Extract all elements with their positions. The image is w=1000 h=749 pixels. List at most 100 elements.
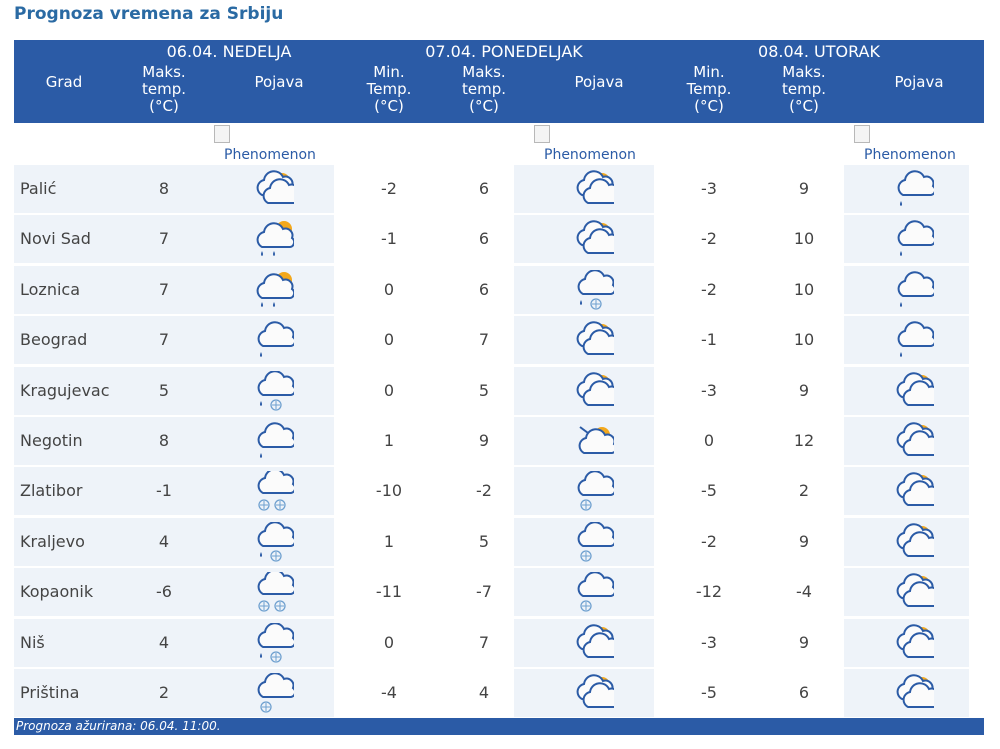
cloudy-light-snow-icon (254, 672, 297, 715)
temperature-value: 9 (798, 380, 810, 400)
temperature-value: 1 (383, 531, 395, 551)
temperature-value: -10 (375, 481, 403, 501)
partly-cloudy-rain-icon (254, 219, 296, 261)
cloudy-rain-icon (894, 270, 937, 312)
cloudy-rain-icon (894, 219, 937, 261)
partly-cloudy-icon (254, 169, 302, 211)
city-column-header: Grad (45, 73, 83, 91)
city-name: Novi Sad (20, 229, 91, 249)
partly-cloudy-icon (894, 522, 942, 564)
temperature-value: -1 (701, 330, 717, 350)
cloudy-rain-icon (254, 421, 297, 463)
table-row: Kraljevo 4 1 5 -2 9 (14, 517, 984, 568)
temperature-value: 5 (478, 380, 490, 400)
temperature-value: 6 (478, 229, 490, 249)
temperature-value: 5 (478, 531, 490, 551)
day1-header: 06.04. NEDELJA (166, 42, 292, 61)
city-name: Loznica (20, 279, 81, 299)
temperature-value: 7 (478, 330, 490, 350)
partly-cloudy-icon (894, 572, 942, 614)
cloudy-light-snow-icon (574, 521, 617, 564)
temperature-value: 6 (478, 279, 490, 299)
city-name: Kragujevac (20, 380, 110, 400)
temperature-value: 6 (478, 179, 490, 198)
temperature-value: -4 (381, 683, 397, 702)
table-row: Kopaonik -6 -11 -7 -12 -4 (14, 568, 984, 618)
temperature-value: -2 (476, 481, 492, 501)
temperature-value: -2 (701, 531, 717, 551)
day3-min-header: Min. Temp. (°C) (686, 63, 732, 115)
table-header: Grad 06.04. NEDELJA Maks. temp. (°C) Pojav… (14, 40, 984, 123)
temperature-value: 9 (478, 431, 490, 450)
day3-phen-header: Pojava (894, 73, 944, 91)
broken-image-icon (854, 125, 870, 143)
temperature-value: 2 (158, 683, 170, 702)
city-name: Kopaonik (20, 582, 94, 602)
partly-cloudy-icon (894, 623, 942, 665)
partly-cloudy-icon (894, 471, 942, 513)
broken-image-icon (214, 125, 230, 143)
city-name: Priština (20, 683, 80, 702)
city-name: Palić (20, 179, 57, 198)
temperature-value: -7 (476, 582, 492, 602)
update-footer: Prognoza ažurirana: 06.04. 11:00. (14, 718, 984, 735)
temperature-value: -2 (701, 229, 717, 249)
cloudy-rain-icon (254, 320, 297, 362)
temperature-value: -1 (381, 229, 397, 249)
city-name: Negotin (20, 431, 83, 450)
partly-cloudy-icon (574, 320, 622, 362)
temperature-value: 9 (798, 632, 810, 652)
temperature-value: 10 (793, 229, 815, 249)
temperature-value: 7 (158, 229, 170, 249)
table-row: Palić 8 -2 6 -3 9 (14, 165, 984, 215)
table-row: Loznica 7 0 6 -2 10 (14, 265, 984, 316)
city-name: Niš (20, 632, 45, 652)
cloudy-light-snow-icon (574, 571, 617, 614)
temperature-value: 0 (383, 632, 395, 652)
cloudy-rain-snow-icon (254, 521, 297, 564)
temperature-value: -11 (375, 582, 403, 602)
partly-cloudy-icon (574, 169, 622, 211)
cloudy-snow-icon (254, 468, 297, 513)
table-row: Niš 4 0 7 -3 9 (14, 618, 984, 669)
temperature-value: 4 (158, 632, 170, 652)
temperature-value: -5 (701, 481, 717, 501)
temperature-value: -3 (701, 632, 717, 652)
page-title: Prognoza vremena za Srbiju (14, 4, 284, 24)
temperature-value: -5 (701, 683, 717, 702)
temperature-value: 0 (383, 380, 395, 400)
table-row: Negotin 8 1 9 0 12 (14, 417, 984, 467)
table-row: Kragujevac 5 0 5 -3 9 (14, 366, 984, 417)
partly-cloudy-icon (574, 371, 622, 413)
day2-min-header: Min. Temp. (°C) (366, 63, 412, 115)
table-row: Priština 2 -4 4 -5 6 (14, 669, 984, 719)
day1-phen-header: Pojava (254, 73, 304, 91)
day2-header: 07.04. PONEDELJAK (425, 42, 583, 61)
temperature-value: 7 (158, 330, 170, 350)
temperature-value: 5 (158, 380, 170, 400)
temperature-value: 4 (478, 683, 490, 702)
table-row: Zlatibor -1 -10 -2 -5 2 (14, 467, 984, 517)
city-name: Zlatibor (20, 481, 83, 501)
temperature-value: 8 (158, 431, 170, 450)
temperature-value: 0 (383, 330, 395, 350)
partly-cloudy-icon (574, 623, 622, 665)
temperature-value: 12 (793, 431, 815, 450)
city-name: Beograd (20, 330, 88, 350)
partly-cloudy-icon (894, 421, 942, 463)
temperature-value: 8 (158, 179, 170, 198)
partly-cloudy-icon (894, 673, 942, 715)
table-row: Beograd 7 0 7 -1 10 (14, 316, 984, 366)
temperature-value: 1 (383, 431, 395, 450)
temperature-value: 10 (793, 330, 815, 350)
temperature-value: 0 (703, 431, 715, 450)
cloudy-rain-icon (894, 169, 937, 211)
temperature-value: -12 (695, 582, 723, 602)
temperature-value: 7 (478, 632, 490, 652)
day2-max-header: Maks. temp. (°C) (461, 63, 506, 115)
temperature-value: 6 (798, 683, 810, 702)
temperature-value: -4 (796, 582, 812, 602)
temperature-value: -1 (156, 481, 172, 501)
broken-image-icon (534, 125, 550, 143)
temperature-value: 10 (793, 279, 815, 299)
